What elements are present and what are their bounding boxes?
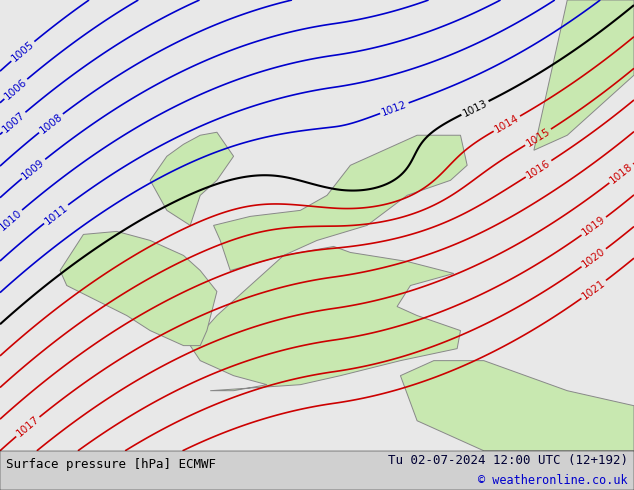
Text: 1013: 1013 <box>461 98 489 118</box>
Text: 1009: 1009 <box>20 157 47 181</box>
Polygon shape <box>60 231 217 345</box>
Text: 1021: 1021 <box>580 278 607 301</box>
Polygon shape <box>190 135 467 391</box>
Text: Tu 02-07-2024 12:00 UTC (12+192): Tu 02-07-2024 12:00 UTC (12+192) <box>387 454 628 467</box>
Polygon shape <box>534 0 634 150</box>
Text: Surface pressure [hPa] ECMWF: Surface pressure [hPa] ECMWF <box>6 458 216 471</box>
Text: 1008: 1008 <box>37 111 64 135</box>
Text: © weatheronline.co.uk: © weatheronline.co.uk <box>478 474 628 487</box>
Text: 1015: 1015 <box>524 126 552 148</box>
Text: 1012: 1012 <box>380 99 408 118</box>
Text: 1016: 1016 <box>525 158 552 180</box>
Text: 1014: 1014 <box>493 113 521 135</box>
Text: 1007: 1007 <box>1 110 27 135</box>
Text: 1019: 1019 <box>580 214 607 238</box>
Text: 1020: 1020 <box>580 246 607 270</box>
Polygon shape <box>401 361 634 451</box>
Text: 1005: 1005 <box>10 39 36 64</box>
Text: 1010: 1010 <box>0 208 23 232</box>
Text: 1006: 1006 <box>3 76 29 101</box>
Text: 1018: 1018 <box>608 161 634 186</box>
Polygon shape <box>150 132 233 225</box>
Text: 1011: 1011 <box>42 202 70 226</box>
Text: 1017: 1017 <box>15 415 41 439</box>
